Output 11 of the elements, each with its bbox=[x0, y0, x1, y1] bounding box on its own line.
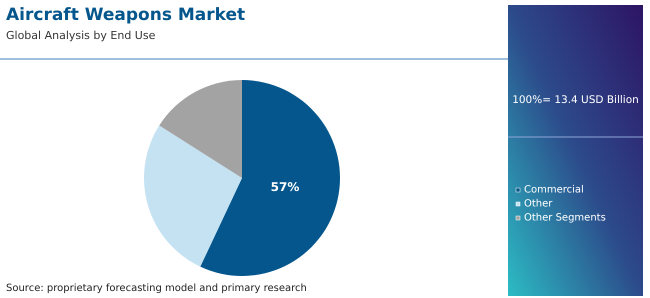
pie-slice bbox=[144, 125, 242, 267]
text: 100%= 13.4 USD Billion bbox=[512, 94, 639, 106]
pie-slice bbox=[200, 80, 340, 276]
chart-title: Aircraft Weapons Market bbox=[6, 5, 246, 25]
data-label: 57% bbox=[270, 180, 300, 194]
source-note: Source: proprietary forecasting model and primary research bbox=[6, 283, 307, 294]
chart-subtitle: Global Analysis by End Use bbox=[6, 29, 156, 42]
legend-label: Commercial bbox=[524, 184, 584, 196]
legend-label: Other bbox=[524, 198, 554, 210]
pie-slice bbox=[159, 80, 242, 178]
legend-label: Other Segments bbox=[524, 212, 606, 224]
